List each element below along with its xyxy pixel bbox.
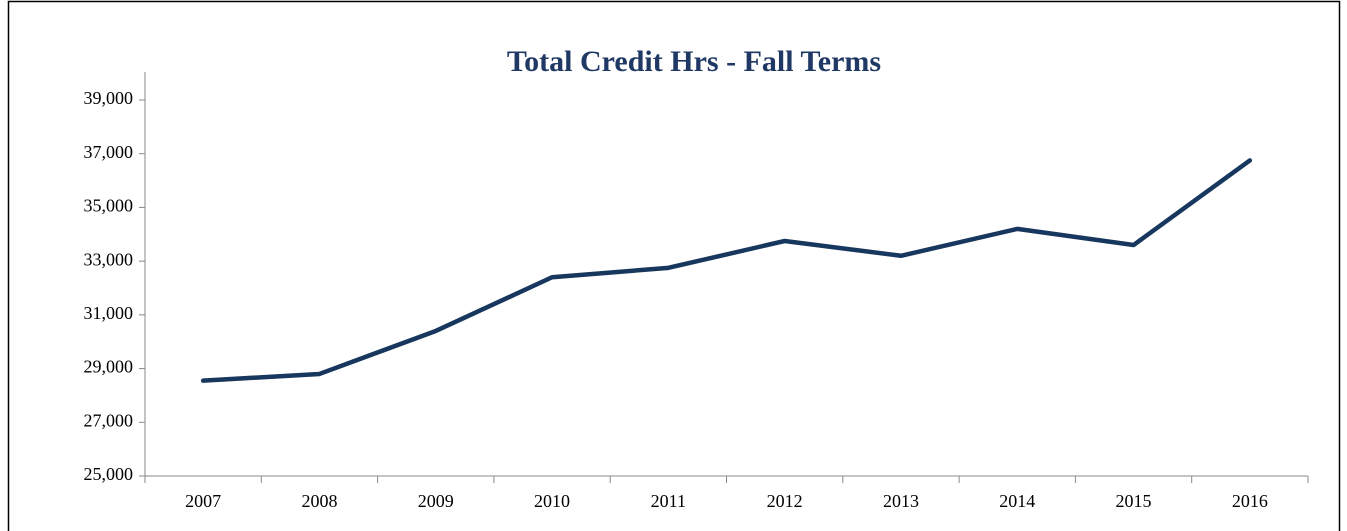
y-tick-label: 39,000 (84, 88, 134, 108)
x-tick-label: 2012 (767, 491, 803, 511)
y-tick-label: 35,000 (84, 196, 134, 216)
x-tick-label: 2011 (651, 491, 686, 511)
y-tick-label: 37,000 (84, 142, 134, 162)
y-tick-label: 33,000 (84, 249, 134, 269)
chart-title: Total Credit Hrs - Fall Terms (507, 45, 881, 78)
x-tick-label: 2010 (534, 491, 570, 511)
x-tick-label: 2008 (301, 491, 337, 511)
x-tick-label: 2007 (185, 491, 221, 511)
x-tick-label: 2015 (1116, 491, 1152, 511)
y-tick-label: 25,000 (84, 464, 134, 484)
x-tick-label: 2013 (883, 491, 919, 511)
y-tick-label: 27,000 (84, 410, 134, 430)
x-tick-label: 2016 (1232, 491, 1268, 511)
x-tick-label: 2009 (418, 491, 454, 511)
y-tick-label: 31,000 (84, 303, 134, 323)
line-series (200, 158, 1253, 383)
x-tick-label: 2014 (999, 491, 1035, 511)
y-tick-label: 29,000 (84, 357, 134, 377)
